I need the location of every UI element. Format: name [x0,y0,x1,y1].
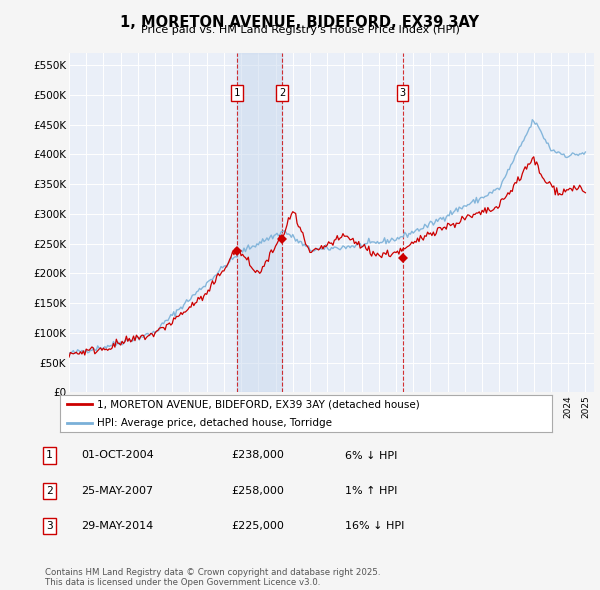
Text: 2: 2 [46,486,53,496]
Text: £225,000: £225,000 [231,522,284,531]
Text: 01-OCT-2004: 01-OCT-2004 [81,451,154,460]
Text: 1: 1 [46,451,53,460]
Text: 1, MORETON AVENUE, BIDEFORD, EX39 3AY: 1, MORETON AVENUE, BIDEFORD, EX39 3AY [121,15,479,30]
Bar [237,53,282,392]
Text: 3: 3 [400,88,406,98]
Text: 3: 3 [46,522,53,531]
Text: Price paid vs. HM Land Registry's House Price Index (HPI): Price paid vs. HM Land Registry's House … [140,25,460,35]
Text: 6% ↓ HPI: 6% ↓ HPI [345,451,397,460]
Text: 16% ↓ HPI: 16% ↓ HPI [345,522,404,531]
Text: 1% ↑ HPI: 1% ↑ HPI [345,486,397,496]
Text: 2: 2 [279,88,285,98]
Text: 1, MORETON AVENUE, BIDEFORD, EX39 3AY (detached house): 1, MORETON AVENUE, BIDEFORD, EX39 3AY (d… [97,399,419,409]
Text: Contains HM Land Registry data © Crown copyright and database right 2025.
This d: Contains HM Land Registry data © Crown c… [45,568,380,587]
Text: £238,000: £238,000 [231,451,284,460]
Text: HPI: Average price, detached house, Torridge: HPI: Average price, detached house, Torr… [97,418,332,428]
Text: 25-MAY-2007: 25-MAY-2007 [81,486,153,496]
Text: £258,000: £258,000 [231,486,284,496]
Text: 29-MAY-2014: 29-MAY-2014 [81,522,153,531]
Text: 1: 1 [234,88,240,98]
